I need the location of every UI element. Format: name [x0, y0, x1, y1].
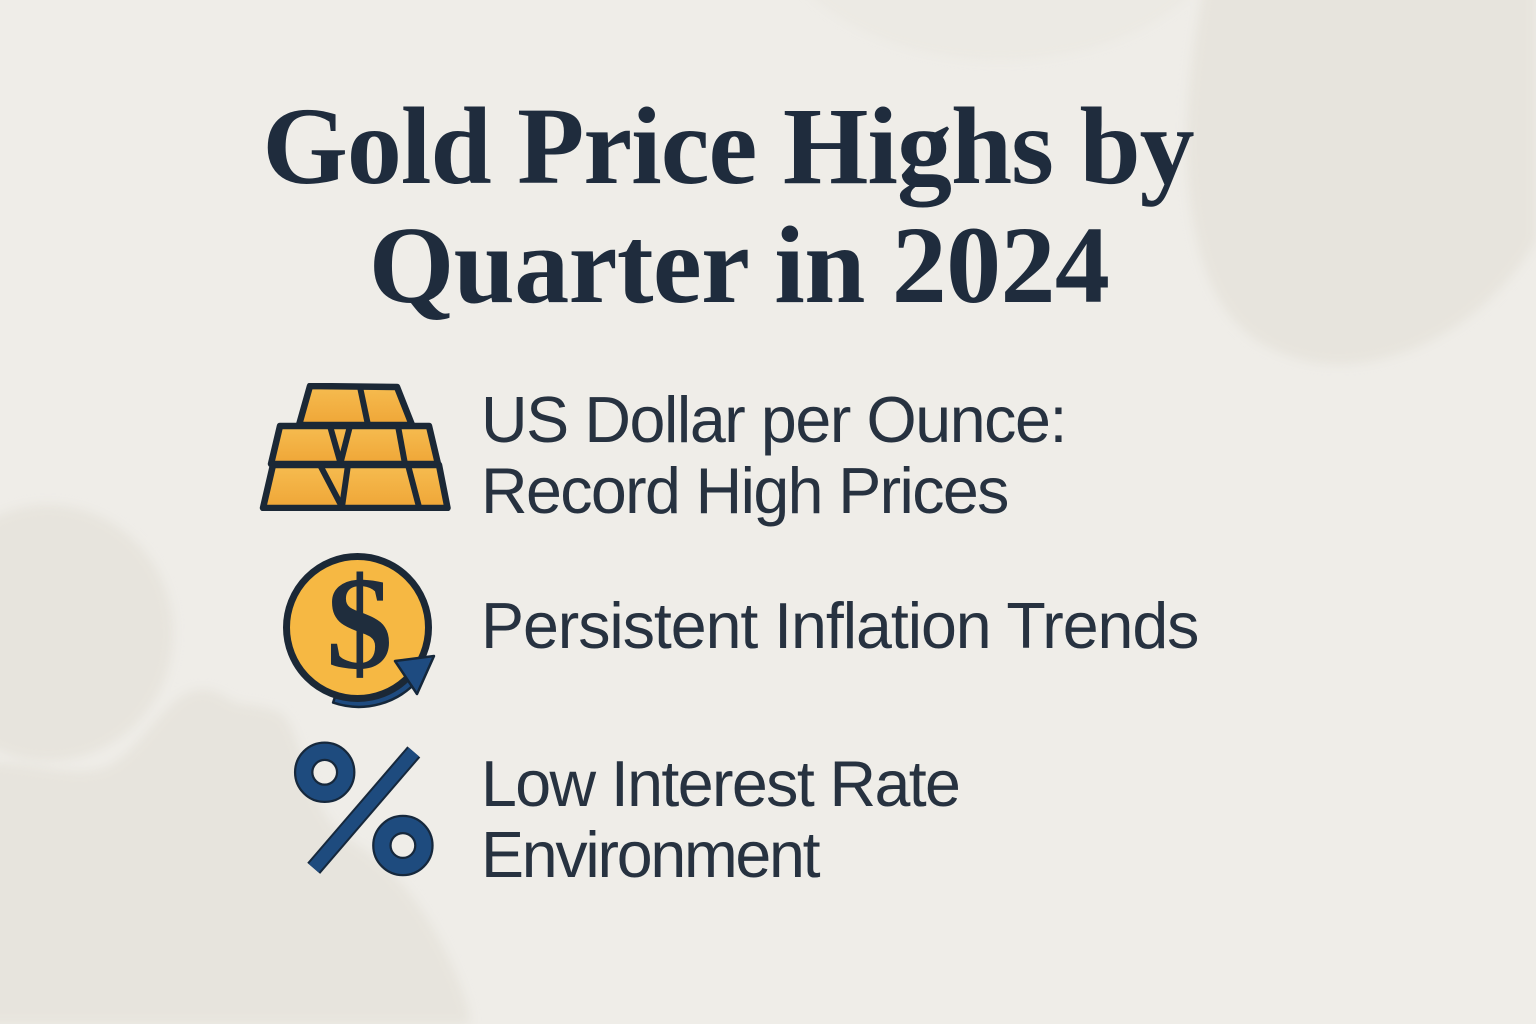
svg-text:$: $: [326, 549, 393, 697]
